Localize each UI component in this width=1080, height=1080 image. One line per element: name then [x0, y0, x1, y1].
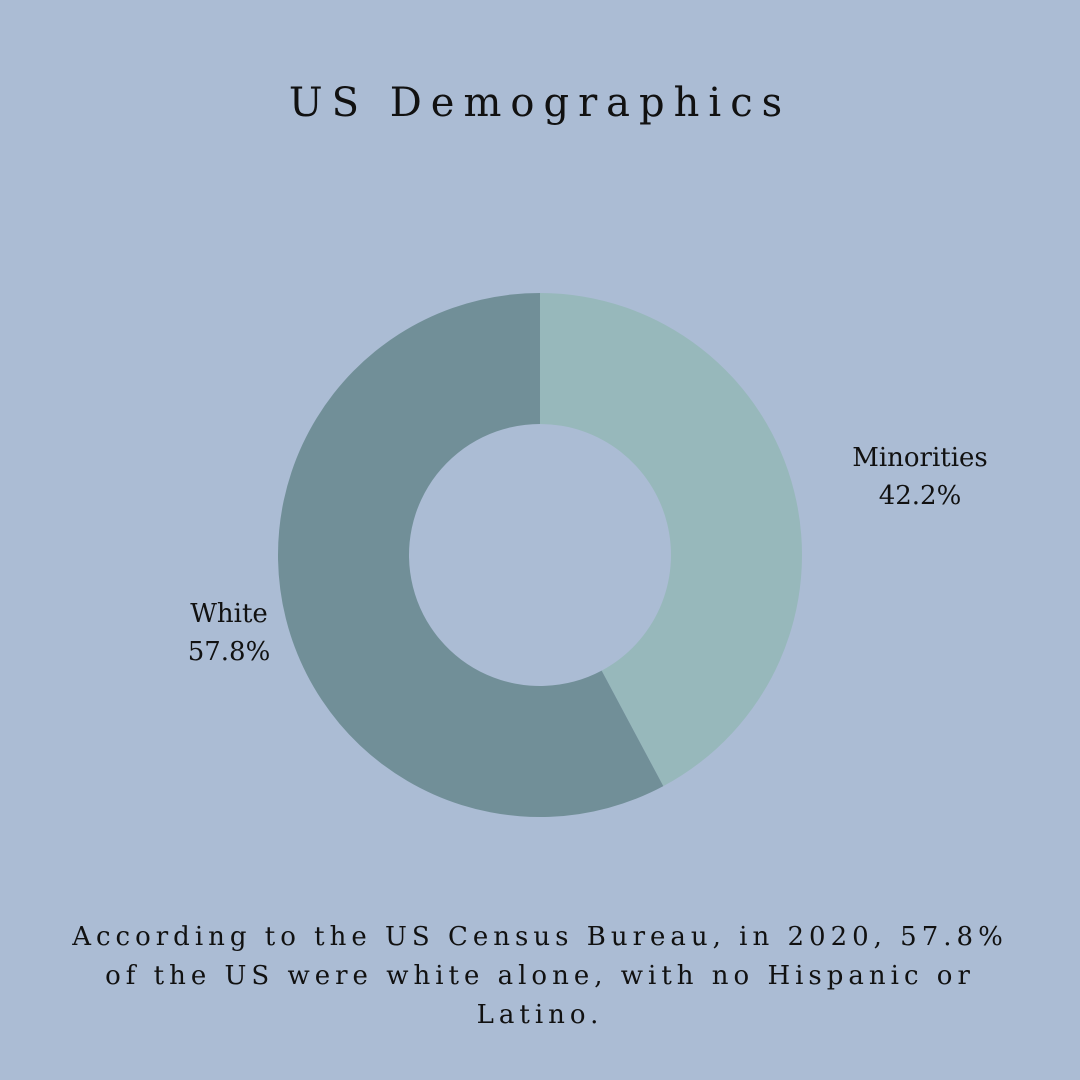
slice-label-minorities: Minorities — [852, 443, 988, 473]
slice-minorities — [540, 293, 802, 787]
slice-value-minorities: 42.2% — [879, 481, 962, 511]
chart-title: US Demographics — [288, 80, 792, 126]
chart-caption: According to the US Census Bureau, in 20… — [72, 922, 1008, 1030]
slice-value-white: 57.8% — [188, 637, 271, 667]
slice-label-white: White — [190, 599, 268, 629]
slice-white — [277, 293, 664, 817]
